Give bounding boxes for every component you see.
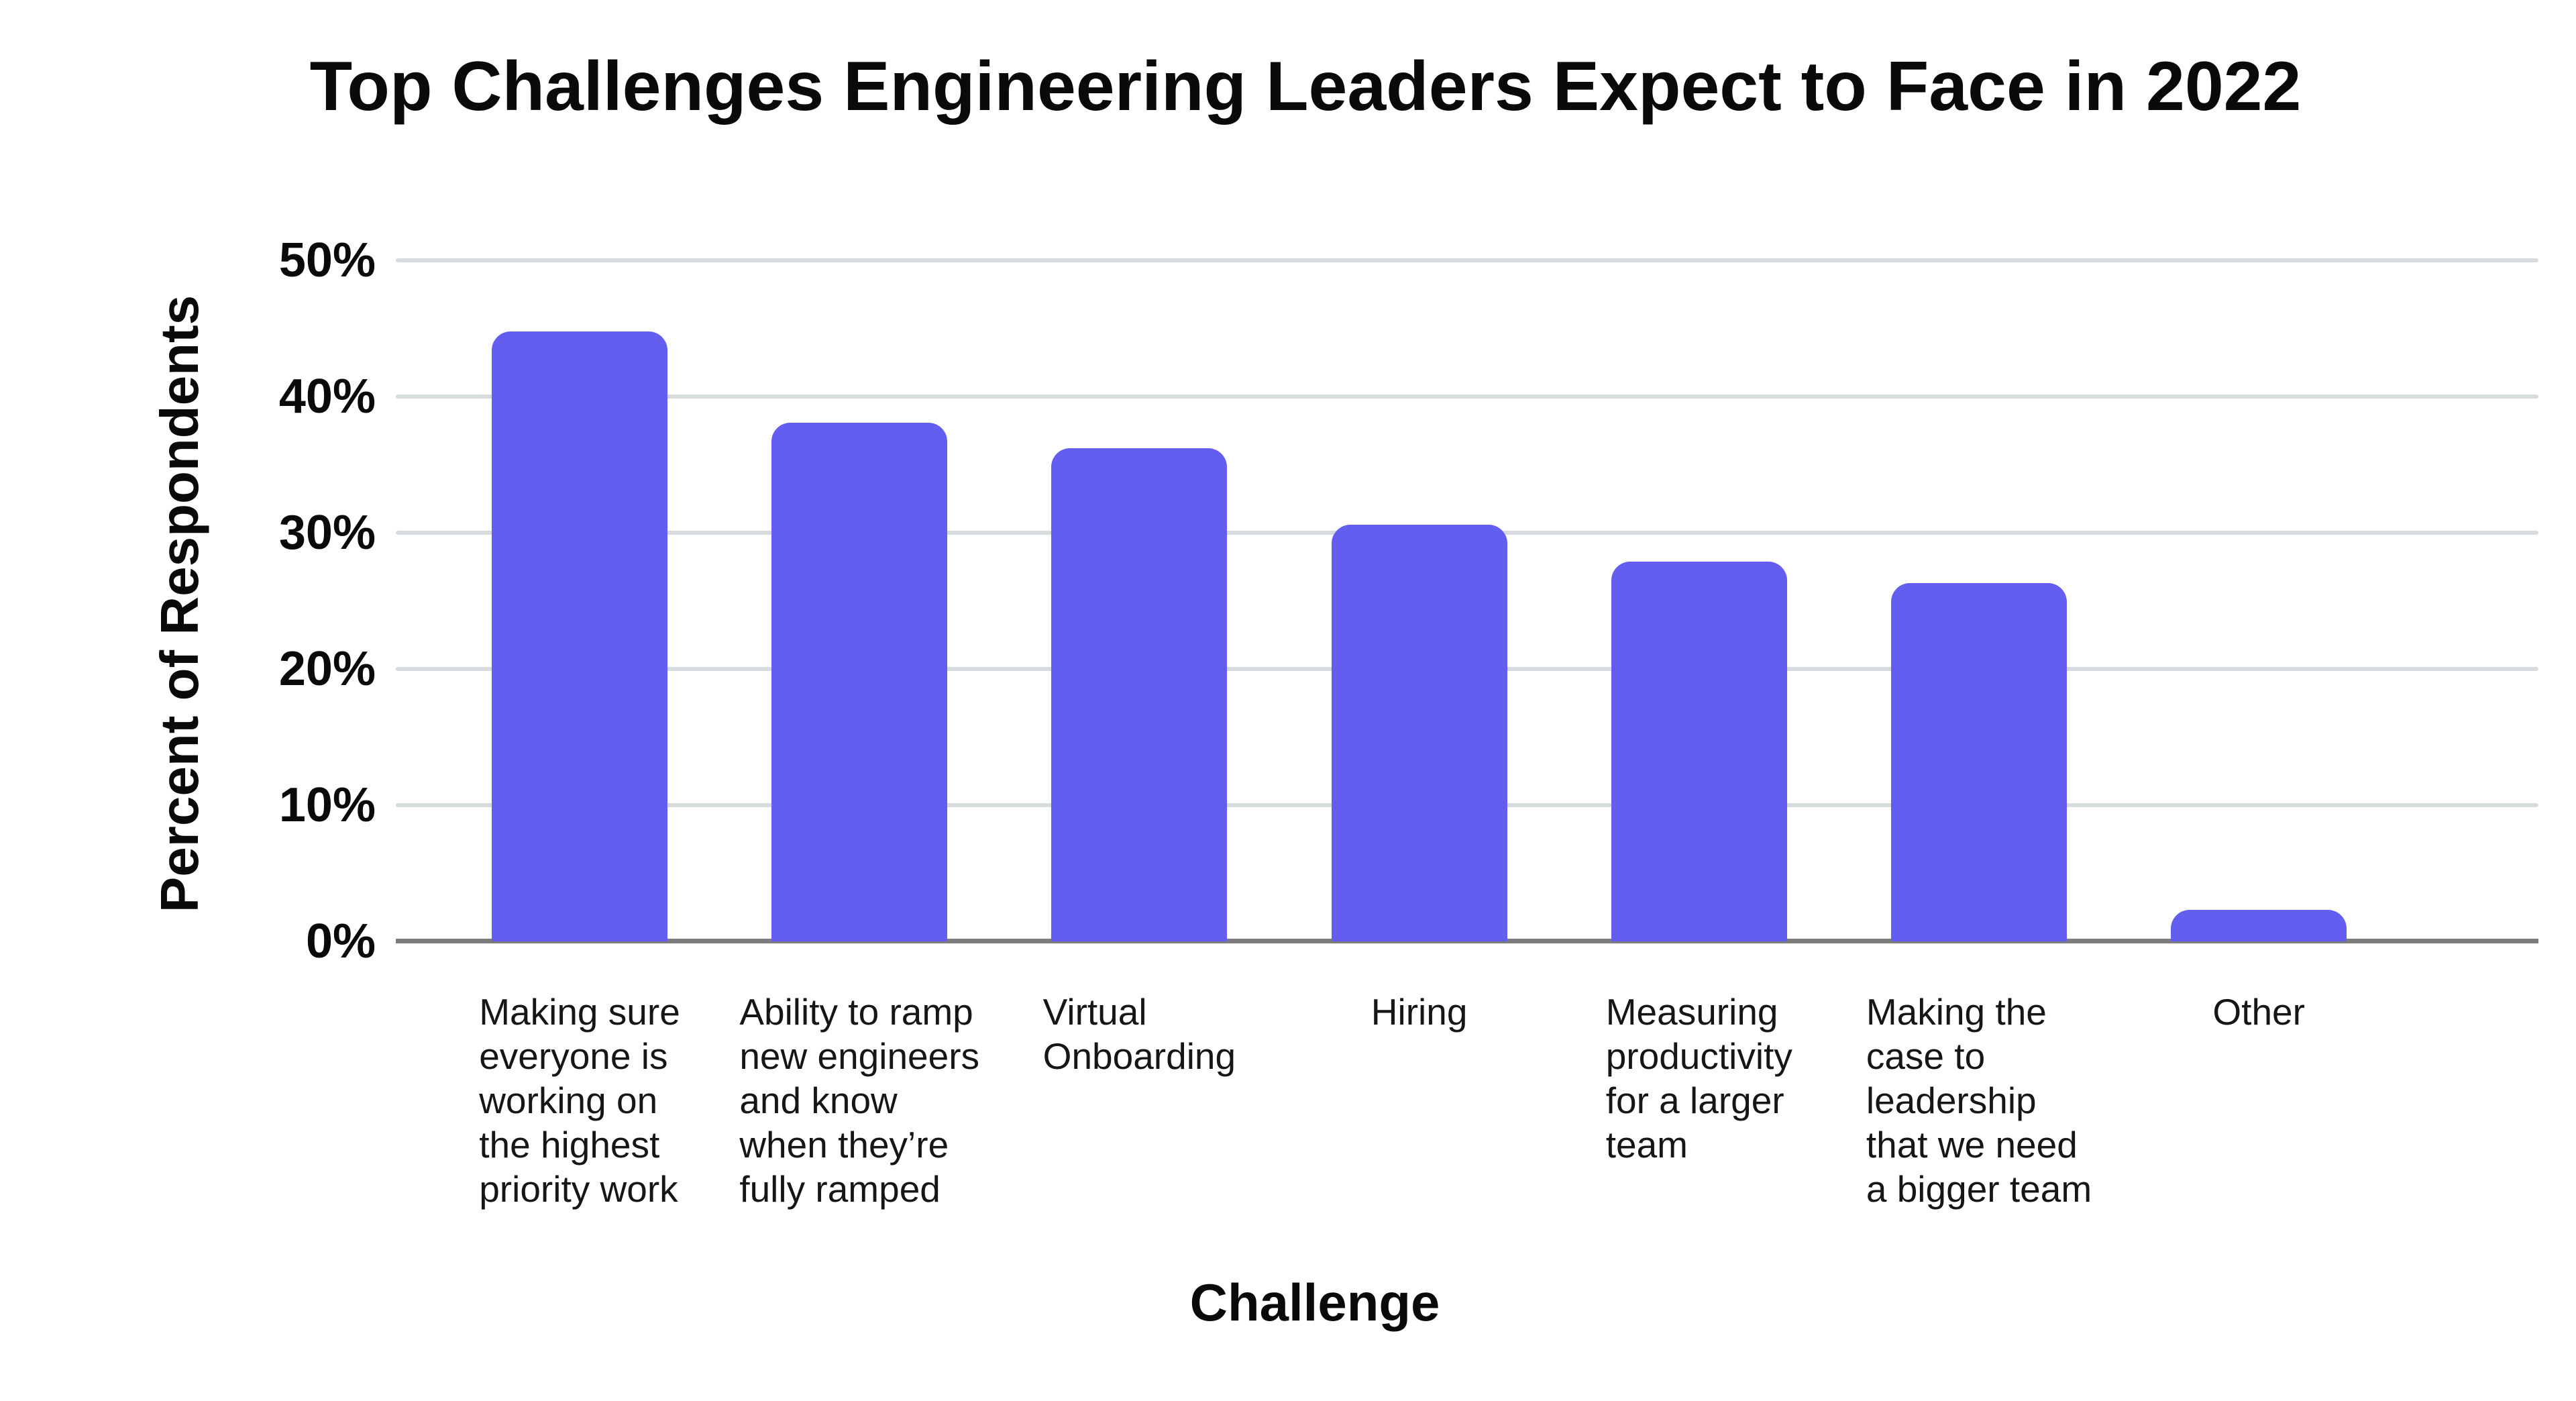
bar-4 bbox=[1331, 525, 1507, 941]
x-tick-label-5: Measuring productivity for a larger team bbox=[1559, 990, 1839, 1167]
bar-5 bbox=[1611, 562, 1787, 941]
bar-1 bbox=[492, 331, 667, 941]
y-tick-label-10: 10% bbox=[278, 778, 376, 832]
x-tick-label-text: Virtual Onboarding bbox=[1042, 991, 1236, 1077]
bar-6 bbox=[1891, 583, 2067, 941]
x-tick-label-1: Making sure everyone is working on the h… bbox=[439, 990, 720, 1211]
x-tick-label-text: Hiring bbox=[1371, 991, 1468, 1033]
x-tick-label-3: Virtual Onboarding bbox=[999, 990, 1279, 1078]
x-tick-label-text: Making sure everyone is working on the h… bbox=[479, 991, 680, 1210]
x-tick-label-text: Ability to ramp new engineers and know w… bbox=[739, 991, 980, 1210]
y-tick-label-40: 40% bbox=[278, 370, 376, 423]
gridline-40 bbox=[396, 395, 2538, 399]
y-tick-label-30: 30% bbox=[278, 506, 376, 560]
x-tick-label-text: Other bbox=[2212, 991, 2305, 1033]
plot-area bbox=[396, 258, 2538, 943]
y-tick-label-20: 20% bbox=[278, 642, 376, 696]
x-tick-label-text: Measuring productivity for a larger team bbox=[1605, 991, 1792, 1165]
y-tick-label-50: 50% bbox=[278, 234, 376, 287]
gridline-50 bbox=[396, 258, 2538, 262]
y-tick-label-0: 0% bbox=[305, 915, 376, 968]
x-axis-title: Challenge bbox=[1189, 1273, 1440, 1332]
x-tick-label-2: Ability to ramp new engineers and know w… bbox=[719, 990, 1000, 1211]
bar-7 bbox=[2171, 910, 2347, 941]
bar-3 bbox=[1051, 448, 1228, 941]
x-tick-label-7: Other bbox=[2118, 990, 2399, 1034]
x-tick-label-6: Making the case to leadership that we ne… bbox=[1839, 990, 2119, 1211]
x-tick-label-text: Making the case to leadership that we ne… bbox=[1866, 991, 2092, 1210]
x-tick-label-4: Hiring bbox=[1279, 990, 1560, 1034]
chart-title: Top Challenges Engineering Leaders Expec… bbox=[309, 48, 2302, 125]
bar-2 bbox=[771, 423, 948, 941]
